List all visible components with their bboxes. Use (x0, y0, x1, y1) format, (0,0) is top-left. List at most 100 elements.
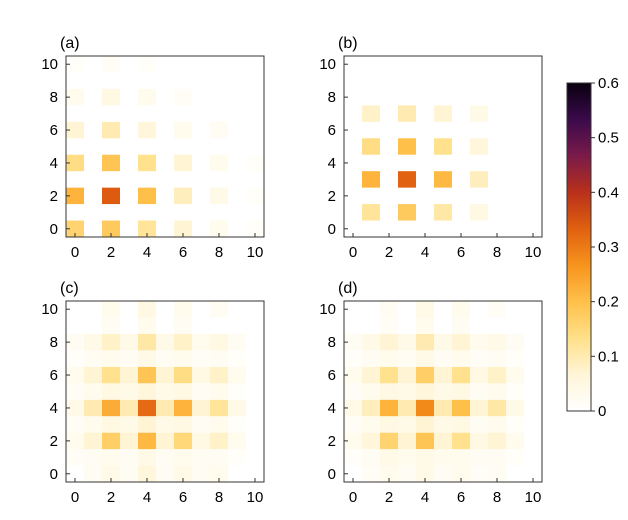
heatmap-cell (174, 154, 192, 172)
heatmap-cell (506, 366, 524, 384)
heatmap-cell (102, 220, 120, 237)
heatmap-cell (434, 204, 452, 221)
y-tick-label: 6 (50, 367, 58, 384)
x-tick-label: 4 (143, 244, 151, 261)
panel-label: (a) (60, 35, 80, 52)
y-tick-label: 8 (50, 89, 58, 106)
heatmap-cell (174, 465, 192, 482)
colorbar-tick-label: 0.5 (598, 130, 619, 147)
x-tick-label: 8 (215, 489, 223, 506)
heatmap-cell (398, 416, 416, 433)
heatmap-cell (380, 317, 398, 334)
heatmap-cell (102, 416, 120, 433)
panel-frame (65, 55, 265, 238)
heatmap-cell (66, 449, 84, 466)
heatmap-cell (102, 88, 120, 106)
x-tick-label: 2 (385, 244, 393, 261)
heatmap-cell (470, 138, 488, 155)
heatmap-cell (398, 350, 416, 367)
heatmap-cell (102, 187, 120, 205)
y-tick-label: 2 (328, 433, 336, 450)
heatmap-cell (84, 416, 102, 433)
heatmap-cell (102, 301, 120, 318)
heatmap-cell (434, 383, 452, 400)
heatmap-cell (344, 432, 362, 450)
colorbar-ticks: 0.6 0.5 0.4 0.3 0.2 0.1 0 (591, 75, 619, 420)
panel-background (66, 56, 264, 237)
heatmap-cell (228, 366, 246, 384)
heatmap-cell (84, 350, 102, 367)
heatmap-cell (156, 399, 174, 417)
heatmap-cell (434, 416, 452, 433)
heatmap-cell (416, 317, 434, 334)
heatmap-cell (488, 350, 506, 367)
y-tick-label: 0 (328, 466, 336, 483)
heatmap-cell (228, 383, 246, 400)
heatmap-cell (66, 154, 84, 172)
x-tick-label: 2 (107, 244, 115, 261)
heatmap-cell (156, 383, 174, 400)
heatmap-cell (416, 399, 434, 417)
heatmap-cell (138, 220, 156, 237)
heatmap-cell (470, 366, 488, 384)
x-tick-label: 0 (349, 489, 357, 506)
heatmap-cell (102, 449, 120, 466)
heatmap-cell (66, 56, 84, 73)
y-tick-label: 2 (50, 188, 58, 205)
heatmap-cell (344, 383, 362, 400)
heatmap-cell (452, 317, 470, 334)
x-tick-label: 0 (71, 489, 79, 506)
heatmap-cell (506, 333, 524, 351)
heatmap-cell (488, 333, 506, 351)
heatmap-cell (138, 317, 156, 334)
heatmap-cell (210, 333, 228, 351)
heatmap-cell (102, 366, 120, 384)
y-tick-label: 8 (328, 334, 336, 351)
y-tick-label: 10 (41, 301, 58, 318)
heatmap-cell (192, 333, 210, 351)
heatmap-cell (174, 366, 192, 384)
heatmap-cell (362, 399, 380, 417)
x-tick-label: 6 (179, 244, 187, 261)
heatmap-cell (452, 399, 470, 417)
heatmap-cell (362, 366, 380, 384)
heatmap-cell (488, 465, 506, 482)
colorbar-tick-label: 0.6 (598, 75, 619, 92)
heatmap-cell (120, 465, 138, 482)
heatmap-cell (470, 432, 488, 450)
heatmap-cell (210, 399, 228, 417)
heatmap-cell (398, 432, 416, 450)
heatmap-cell (210, 187, 228, 205)
colorbar-tick-label: 0 (598, 403, 606, 420)
heatmap-cell (174, 187, 192, 205)
heatmap-cell (488, 449, 506, 466)
heatmap-cell (398, 383, 416, 400)
x-tick-label: 8 (493, 489, 501, 506)
heatmap-cell (192, 449, 210, 466)
heatmap-cell (398, 333, 416, 351)
heatmap-cell (344, 449, 362, 466)
y-tick-label: 10 (319, 301, 336, 318)
heatmap-cell (156, 465, 174, 482)
y-tick-label: 8 (328, 89, 336, 106)
heatmap-cell (488, 416, 506, 433)
heatmap-cell (156, 350, 174, 367)
heatmap-cell (84, 465, 102, 482)
heatmap-cell (66, 187, 84, 205)
heatmap-cell (174, 220, 192, 237)
heatmap-cell (380, 399, 398, 417)
heatmap-cell (84, 383, 102, 400)
heatmap-cell (362, 105, 380, 122)
heatmap-cell (192, 416, 210, 433)
heatmap-cell (416, 449, 434, 466)
heatmap-cell (470, 105, 488, 122)
heatmap-cell (210, 449, 228, 466)
heatmap-cell (452, 383, 470, 400)
heatmap-cell (174, 399, 192, 417)
x-tick-label: 8 (493, 244, 501, 261)
heatmap-cell (138, 301, 156, 318)
x-tick-label: 2 (385, 489, 393, 506)
y-tick-label: 6 (328, 122, 336, 139)
y-tick-label: 0 (50, 221, 58, 238)
heatmap-cell (228, 449, 246, 466)
